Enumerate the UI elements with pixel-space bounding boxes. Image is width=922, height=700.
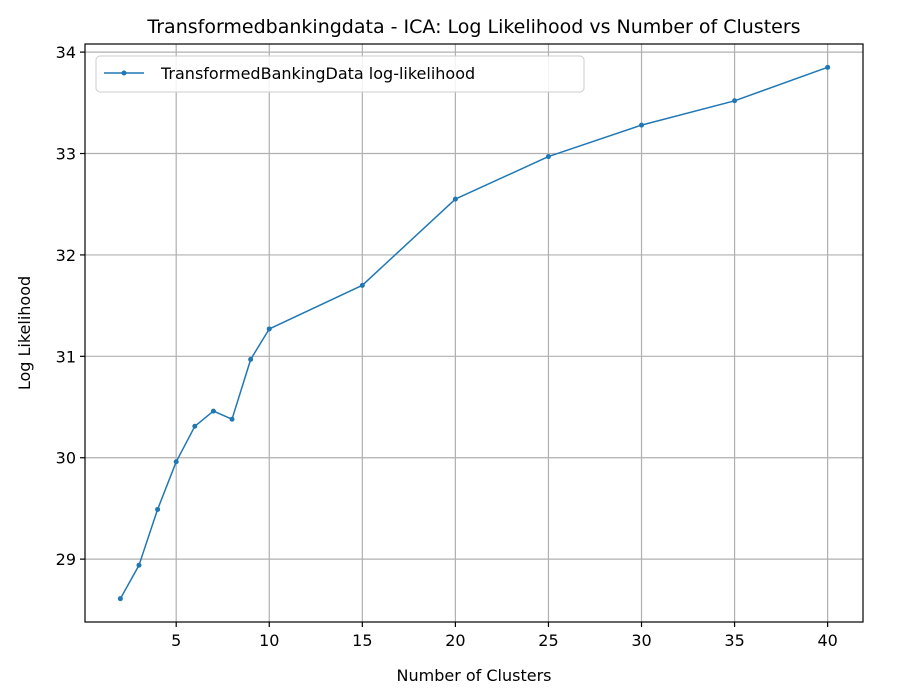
x-tick-label: 30: [631, 631, 651, 650]
data-point: [210, 408, 216, 414]
legend-box: [95, 55, 585, 93]
y-axis-label: Log Likelihood: [15, 276, 34, 390]
data-point: [359, 282, 365, 288]
data-point: [192, 423, 198, 429]
x-tick-label: 35: [724, 631, 744, 650]
x-axis-label: Number of Clusters: [397, 666, 552, 685]
data-point: [545, 154, 551, 160]
x-axis-ticks: 5 10 15 20 25 30 35 40: [171, 622, 838, 650]
x-tick-label: 15: [352, 631, 372, 650]
y-tick-label: 34: [56, 43, 76, 62]
legend-label: TransformedBankingData log-likelihood: [160, 64, 475, 83]
data-point: [155, 506, 161, 512]
y-tick-label: 32: [56, 246, 76, 265]
y-tick-label: 31: [56, 347, 76, 366]
x-tick-label: 40: [817, 631, 837, 650]
x-tick-label: 5: [171, 631, 181, 650]
data-point: [173, 459, 179, 465]
plot-frame: [84, 43, 864, 623]
series-layer: [117, 64, 831, 602]
data-point: [732, 98, 738, 104]
data-point: [248, 356, 254, 362]
data-point: [452, 196, 458, 202]
series-line: [119, 66, 828, 600]
x-tick-label: 10: [259, 631, 279, 650]
x-tick-label: 25: [538, 631, 558, 650]
y-axis-ticks: 29 30 31 32 33 34: [56, 43, 85, 569]
data-point: [825, 64, 831, 70]
x-tick-label: 20: [445, 631, 465, 650]
y-tick-label: 29: [56, 550, 76, 569]
data-point: [266, 326, 272, 332]
legend-marker-swatch: [121, 70, 127, 76]
y-tick-label: 30: [56, 449, 76, 468]
data-point: [136, 562, 142, 568]
y-tick-label: 33: [56, 145, 76, 164]
grid: [85, 44, 863, 622]
data-point: [639, 122, 645, 128]
chart-title: Transformedbankingdata - ICA: Log Likeli…: [146, 16, 800, 38]
data-point: [229, 416, 235, 422]
legend: TransformedBankingData log-likelihood: [95, 55, 585, 93]
data-point: [117, 596, 123, 602]
